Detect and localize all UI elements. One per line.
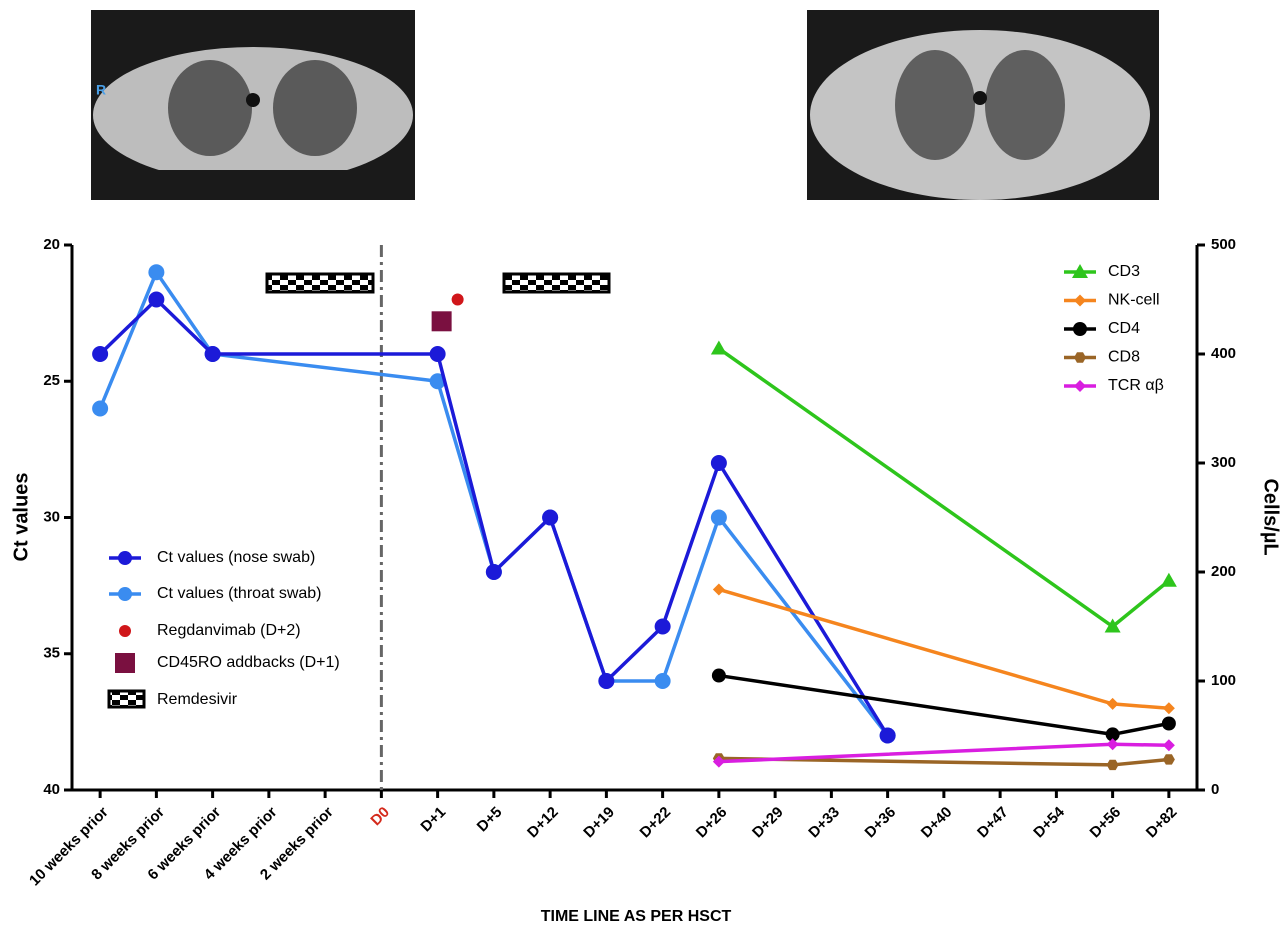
point xyxy=(1107,698,1119,710)
remdesivir-period xyxy=(267,274,373,292)
legend-label: Regdanvimab (D+2) xyxy=(157,622,301,639)
point xyxy=(1161,573,1177,587)
x-tick-label: D+47 xyxy=(974,804,1012,842)
legend-label: TCR αβ xyxy=(1108,377,1164,394)
legend-swatch xyxy=(1074,295,1086,307)
point xyxy=(1163,739,1175,751)
x-tick-label: D+19 xyxy=(580,804,618,842)
y2-tick-label: 500 xyxy=(1211,236,1236,253)
point xyxy=(712,669,726,683)
x-tick-label: D+5 xyxy=(474,804,506,836)
legend-label: NK-cell xyxy=(1108,292,1160,309)
y-axis-title: Ct values xyxy=(10,473,32,562)
x-tick-label: D+33 xyxy=(805,804,843,842)
y-tick-label: 25 xyxy=(43,372,60,389)
y2-axis-title: Cells/µL xyxy=(1260,478,1282,555)
point xyxy=(92,346,108,362)
x-axis-title: TIME LINE AS PER HSCT xyxy=(541,908,732,925)
point xyxy=(1107,738,1119,750)
y2-tick-label: 100 xyxy=(1211,672,1236,689)
point xyxy=(148,264,164,280)
point xyxy=(711,455,727,471)
y2-tick-label: 0 xyxy=(1211,781,1219,798)
point xyxy=(1163,754,1175,764)
legend-swatch xyxy=(109,691,144,707)
legend-swatch xyxy=(118,587,132,601)
legend-swatch xyxy=(115,653,135,673)
x-tick-label: D+12 xyxy=(524,804,562,842)
x-tick-label: D+82 xyxy=(1143,804,1181,842)
chart: R Remdesivir Ct values Cells/µL TIME LIN… xyxy=(0,0,1287,927)
ct-image-right xyxy=(807,10,1159,200)
point xyxy=(655,673,671,689)
point xyxy=(711,510,727,526)
legend-swatch xyxy=(119,625,131,637)
page: R Remdesivir Ct values Cells/µL TIME LIN… xyxy=(0,0,1287,927)
legend-label: CD45RO addbacks (D+1) xyxy=(157,654,340,671)
y-tick-label: 35 xyxy=(43,645,60,662)
series-line xyxy=(719,744,1169,761)
point xyxy=(598,673,614,689)
y-tick-label: 30 xyxy=(43,508,60,525)
legend-swatch xyxy=(1073,322,1087,336)
point xyxy=(1107,760,1119,770)
point xyxy=(432,311,452,331)
point xyxy=(452,294,464,306)
point xyxy=(542,510,558,526)
y2-tick-label: 400 xyxy=(1211,345,1236,362)
x-tick-label: D+22 xyxy=(637,804,675,842)
ct-image-left xyxy=(91,10,415,200)
point xyxy=(92,401,108,417)
image-label: R xyxy=(96,82,106,98)
x-tick-label: D+1 xyxy=(417,804,449,836)
point xyxy=(713,583,725,595)
legend-label: CD8 xyxy=(1108,349,1140,366)
remdesivir-period xyxy=(504,274,609,292)
x-tick-label: D0 xyxy=(367,804,393,830)
series-line xyxy=(719,349,1169,627)
point xyxy=(711,341,727,355)
series-line xyxy=(719,676,1169,735)
x-tick-label: D+54 xyxy=(1030,803,1068,841)
legend-swatch xyxy=(1074,352,1086,362)
legend-label: Ct values (throat swab) xyxy=(157,585,322,602)
legend-label: Ct values (nose swab) xyxy=(157,549,315,566)
point xyxy=(148,292,164,308)
point xyxy=(486,564,502,580)
point xyxy=(430,346,446,362)
y-tick-label: 20 xyxy=(43,236,60,253)
legend-swatch xyxy=(1074,380,1086,392)
x-tick-label: D+36 xyxy=(862,804,900,842)
legend-swatch xyxy=(118,551,132,565)
point xyxy=(205,346,221,362)
series-line xyxy=(719,589,1169,708)
legend-label: CD3 xyxy=(1108,263,1140,280)
legend-label: CD4 xyxy=(1108,320,1140,337)
x-tick-label: D+56 xyxy=(1087,804,1125,842)
x-tick-label: D+40 xyxy=(918,804,956,842)
x-tick-label: D+26 xyxy=(693,804,731,842)
point xyxy=(1163,702,1175,714)
x-tick-label: D+29 xyxy=(749,804,787,842)
legend-label: Remdesivir xyxy=(157,691,238,708)
point xyxy=(655,619,671,635)
y-tick-label: 40 xyxy=(43,781,60,798)
y2-tick-label: 200 xyxy=(1211,563,1236,580)
y2-tick-label: 300 xyxy=(1211,454,1236,471)
point xyxy=(1162,717,1176,731)
point xyxy=(880,728,896,744)
